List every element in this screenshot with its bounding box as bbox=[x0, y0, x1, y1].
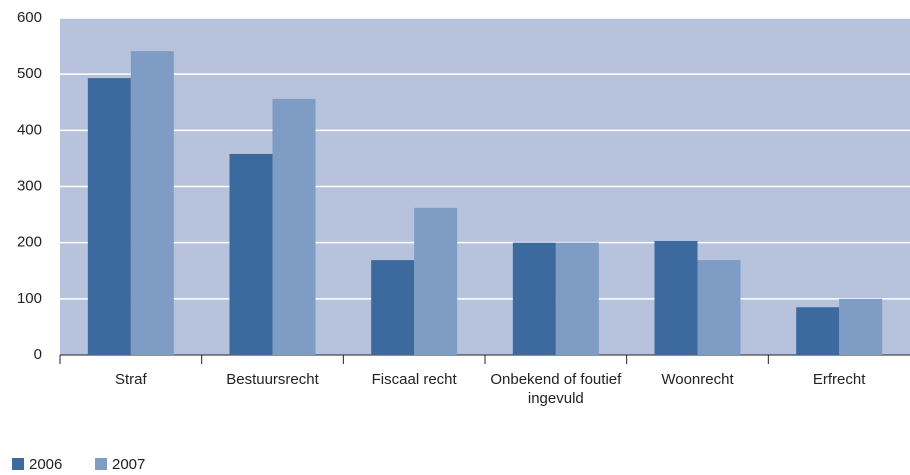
bar bbox=[371, 260, 415, 355]
x-tick-label: Straf bbox=[114, 371, 147, 388]
y-tick-label: 100 bbox=[17, 290, 42, 307]
y-tick-label: 0 bbox=[34, 346, 42, 363]
y-tick-label: 600 bbox=[17, 9, 42, 26]
bar bbox=[796, 307, 840, 355]
bar bbox=[697, 260, 741, 355]
x-tick-label: Fiscaal recht bbox=[371, 371, 457, 388]
legend-label: 2007 bbox=[112, 456, 145, 473]
bar bbox=[654, 240, 698, 355]
legend-swatch bbox=[12, 458, 24, 470]
y-tick-label: 300 bbox=[17, 177, 42, 194]
y-tick-label: 400 bbox=[17, 121, 42, 138]
legend-swatch bbox=[95, 458, 107, 470]
bar bbox=[512, 242, 556, 355]
y-tick-label: 200 bbox=[17, 234, 42, 251]
x-tick-label: Bestuursrecht bbox=[226, 371, 319, 388]
bar bbox=[229, 153, 273, 355]
bar bbox=[130, 51, 174, 355]
x-tick-label: Erfrecht bbox=[812, 371, 866, 388]
y-tick-label: 500 bbox=[17, 65, 42, 82]
x-tick-label: Woonrecht bbox=[661, 371, 734, 388]
bar bbox=[87, 78, 131, 356]
bar bbox=[272, 98, 316, 355]
bar bbox=[839, 298, 883, 355]
x-tick-label: Onbekend of foutief ingevuld bbox=[490, 371, 622, 407]
bar bbox=[414, 207, 458, 355]
legend-label: 2006 bbox=[29, 456, 62, 473]
bar bbox=[555, 242, 599, 355]
